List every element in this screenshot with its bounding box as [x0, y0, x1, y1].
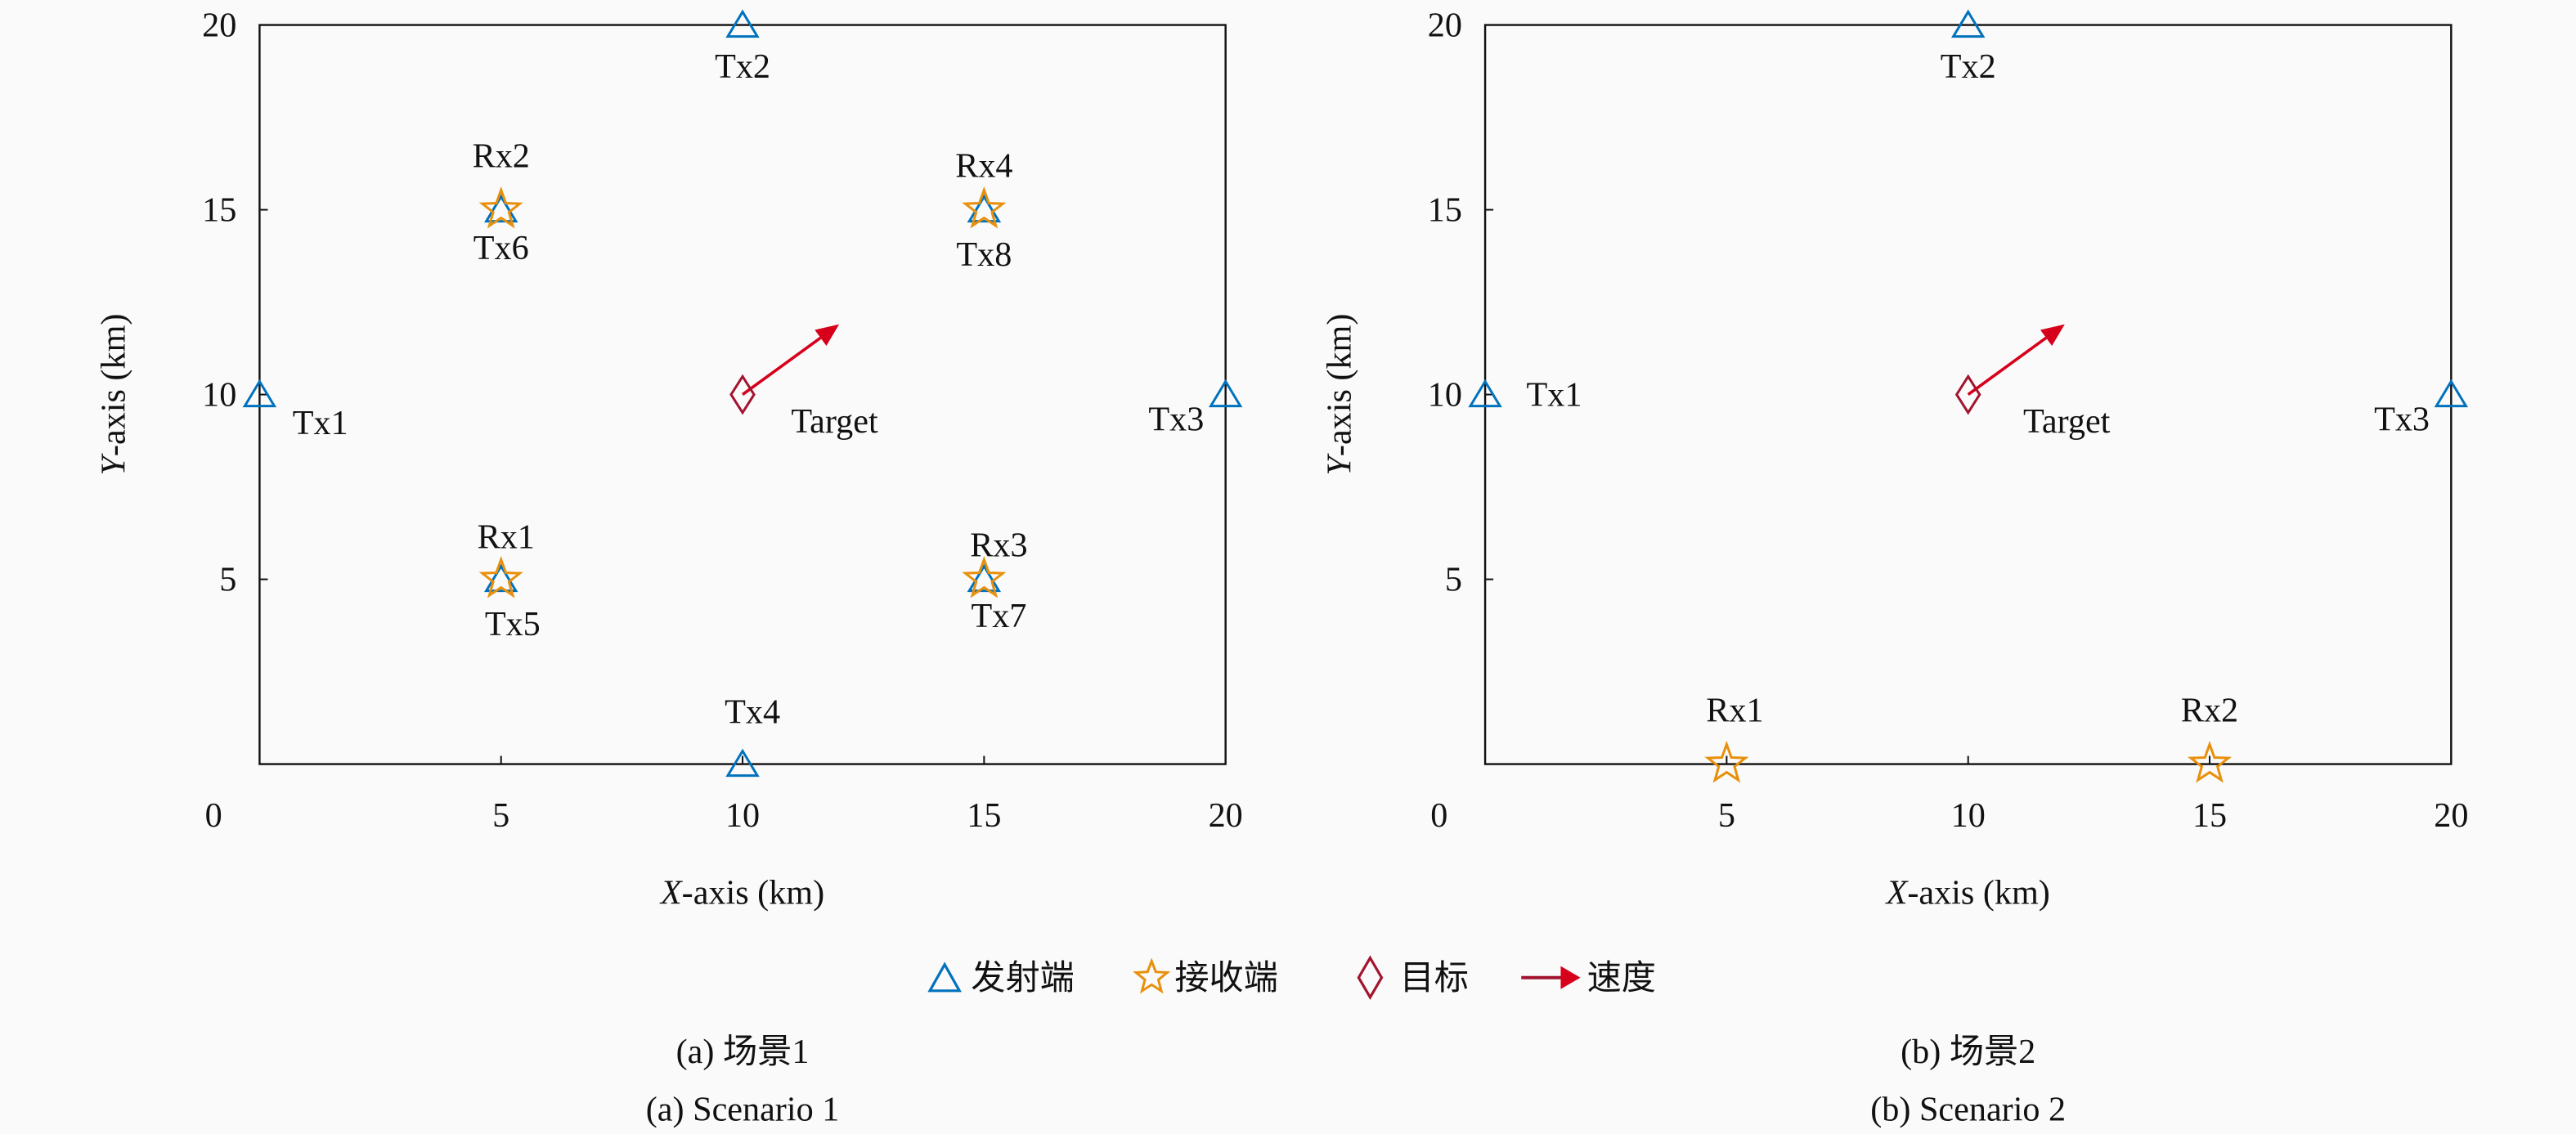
receiver-label: Rx4: [955, 146, 1012, 185]
caption-cn-b: (b) 场景2: [1901, 1033, 2035, 1071]
x-axis-label-text: -axis (km): [682, 873, 825, 912]
legend-item-velocity: 速度: [1521, 957, 1656, 997]
transmitter-label: Tx5: [485, 605, 541, 643]
diamond-icon: [1357, 955, 1384, 1001]
y-tick-label: 15: [202, 191, 236, 230]
velocity-arrow-head: [815, 324, 840, 346]
arrow-head-icon: [1560, 966, 1581, 989]
transmitter-label: Tx3: [2374, 401, 2430, 439]
x-tick-label: 20: [1209, 796, 1243, 835]
receiver-label: Rx3: [970, 526, 1027, 564]
legend-item-transmitter: 发射端: [927, 957, 1075, 997]
receiver-marker: [962, 556, 1007, 598]
receiver-label: Rx2: [2181, 691, 2238, 729]
legend-item-receiver: 接收端: [1133, 957, 1278, 997]
y-axis-label-var: Y: [95, 453, 133, 476]
x-tick-label: 5: [492, 796, 509, 835]
target-marker: [729, 374, 756, 415]
receiver-marker: [962, 186, 1007, 229]
legend-item-target: 目标: [1357, 955, 1469, 1001]
receiver-marker: [1704, 741, 1749, 783]
y-axis-label: Y-axis (km): [95, 314, 133, 476]
x-axis-label-text: -axis (km): [1907, 873, 2049, 912]
transmitter-marker: [725, 748, 760, 778]
transmitter-label: Tx7: [971, 597, 1026, 635]
y-tick-label: 5: [1445, 561, 1462, 599]
x-axis-label-var: X: [1885, 873, 1910, 912]
transmitter-marker: [1468, 379, 1502, 408]
y-tick-label: 10: [1428, 376, 1462, 415]
x-tick-label: 10: [1951, 796, 1986, 835]
legend-label: 发射端: [971, 957, 1075, 997]
y-tick-label: 10: [202, 376, 236, 415]
caption-en-b: (b) Scenario 2: [1870, 1091, 2066, 1129]
transmitter-label: Tx3: [1148, 401, 1204, 439]
transmitter-marker: [967, 563, 1002, 593]
legend-label: 接收端: [1174, 957, 1278, 997]
x-tick-label: 15: [967, 796, 1001, 835]
transmitter-label: Tx8: [956, 235, 1012, 274]
star-icon: [1133, 957, 1171, 994]
transmitter-marker: [242, 379, 277, 408]
caption-cn-a: (a) 场景1: [676, 1033, 810, 1071]
receiver-label: Rx2: [473, 137, 530, 175]
x-tick-label: 10: [725, 796, 760, 835]
y-tick-label: 15: [1428, 191, 1462, 230]
velocity-arrow-shaft: [1967, 336, 2048, 397]
receiver-label: Rx1: [1706, 691, 1763, 729]
y-tick-label: 5: [219, 561, 236, 599]
x-axis-label: X-axis (km): [1885, 873, 2050, 912]
legend-label: 目标: [1400, 957, 1469, 997]
x-tick-label: 0: [205, 796, 222, 835]
y-axis-label-var: Y: [1320, 453, 1358, 476]
legend-label: 速度: [1587, 957, 1656, 997]
y-axis-label: Y-axis (km): [1320, 314, 1358, 476]
transmitter-marker: [725, 9, 760, 38]
receiver-label: Rx1: [478, 518, 535, 556]
receiver-marker: [478, 556, 523, 598]
x-tick-label: 5: [1718, 796, 1735, 835]
x-axis-label: X-axis (km): [659, 873, 824, 912]
caption-en-a: (a) Scenario 1: [646, 1091, 840, 1129]
x-tick-label: 20: [2434, 796, 2468, 835]
y-axis-label-text: -axis (km): [1320, 314, 1358, 457]
target-label: Target: [2023, 402, 2111, 441]
receiver-marker: [2187, 741, 2233, 783]
transmitter-marker: [967, 194, 1002, 223]
x-tick-label: 15: [2192, 796, 2227, 835]
y-axis-label-text: -axis (km): [95, 314, 133, 457]
transmitter-marker: [2434, 379, 2469, 408]
transmitter-marker: [483, 563, 518, 593]
transmitter-label: Tx2: [715, 47, 770, 86]
target-marker: [1954, 374, 1981, 415]
transmitter-label: Tx6: [473, 229, 529, 267]
target-label: Target: [791, 402, 878, 441]
transmitter-label: Tx1: [1526, 376, 1582, 415]
transmitter-marker: [483, 194, 518, 223]
x-tick-label: 0: [1430, 796, 1447, 835]
legend: 发射端 接收端 目标 速度: [927, 955, 1656, 1001]
transmitter-label: Tx4: [725, 693, 780, 731]
transmitter-label: Tx2: [1941, 47, 1996, 86]
y-tick-label: 20: [202, 7, 236, 45]
y-tick-label: 20: [1428, 7, 1462, 45]
transmitter-marker: [1950, 9, 1986, 38]
velocity-arrow-shaft: [741, 336, 822, 397]
receiver-marker: [478, 186, 523, 229]
x-axis-label-var: X: [659, 873, 684, 912]
velocity-arrow-head: [2040, 324, 2065, 346]
transmitter-marker: [1208, 379, 1243, 408]
transmitter-label: Tx1: [293, 404, 348, 442]
triangle-icon: [927, 961, 962, 993]
